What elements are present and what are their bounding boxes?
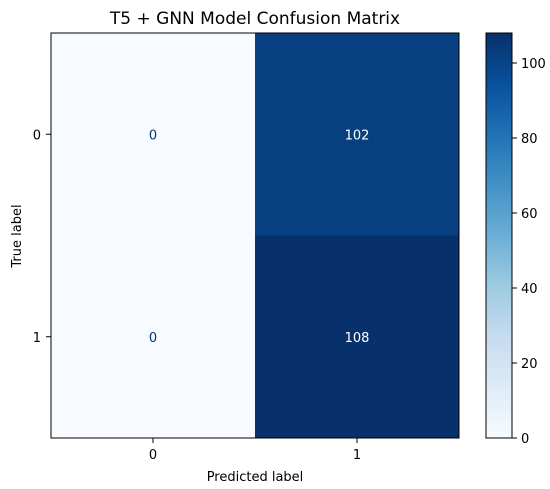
- x-axis-label: Predicted label: [207, 470, 304, 485]
- colorbar-tick-label-3: 60: [521, 207, 538, 222]
- y-tick-label-1: 1: [33, 331, 41, 346]
- matrix-cells: 0 102 0 108: [51, 33, 460, 439]
- x-tick-label-0: 0: [149, 448, 157, 463]
- cell-value-1-0: 0: [149, 331, 157, 346]
- colorbar-tick-label-5: 100: [521, 57, 546, 72]
- matrix-cell-0-1: [255, 33, 460, 236]
- x-tick-label-1: 1: [353, 448, 361, 463]
- colorbar: [485, 32, 513, 439]
- plot-frame: [50, 32, 460, 439]
- y-axis-label: True label: [10, 204, 25, 268]
- cell-value-0-1: 102: [345, 128, 370, 143]
- matrix-cell-1-1: [255, 235, 460, 439]
- y-tick-label-0: 0: [33, 128, 41, 143]
- colorbar-tick-label-4: 80: [521, 132, 538, 147]
- cell-value-1-1: 108: [345, 331, 370, 346]
- matrix-cell-0-0: [51, 33, 256, 236]
- colorbar-tick-label-0: 0: [521, 432, 529, 447]
- y-axis-ticks: 01: [33, 128, 51, 346]
- colorbar-ticks: 0 20 40 60 80 100: [512, 57, 546, 447]
- cell-value-0-0: 0: [149, 128, 157, 143]
- colorbar-tick-label-1: 20: [521, 357, 538, 372]
- matrix-cell-1-0: [51, 235, 256, 439]
- chart-title: T5 + GNN Model Confusion Matrix: [109, 9, 400, 29]
- colorbar-tick-label-2: 40: [521, 282, 538, 297]
